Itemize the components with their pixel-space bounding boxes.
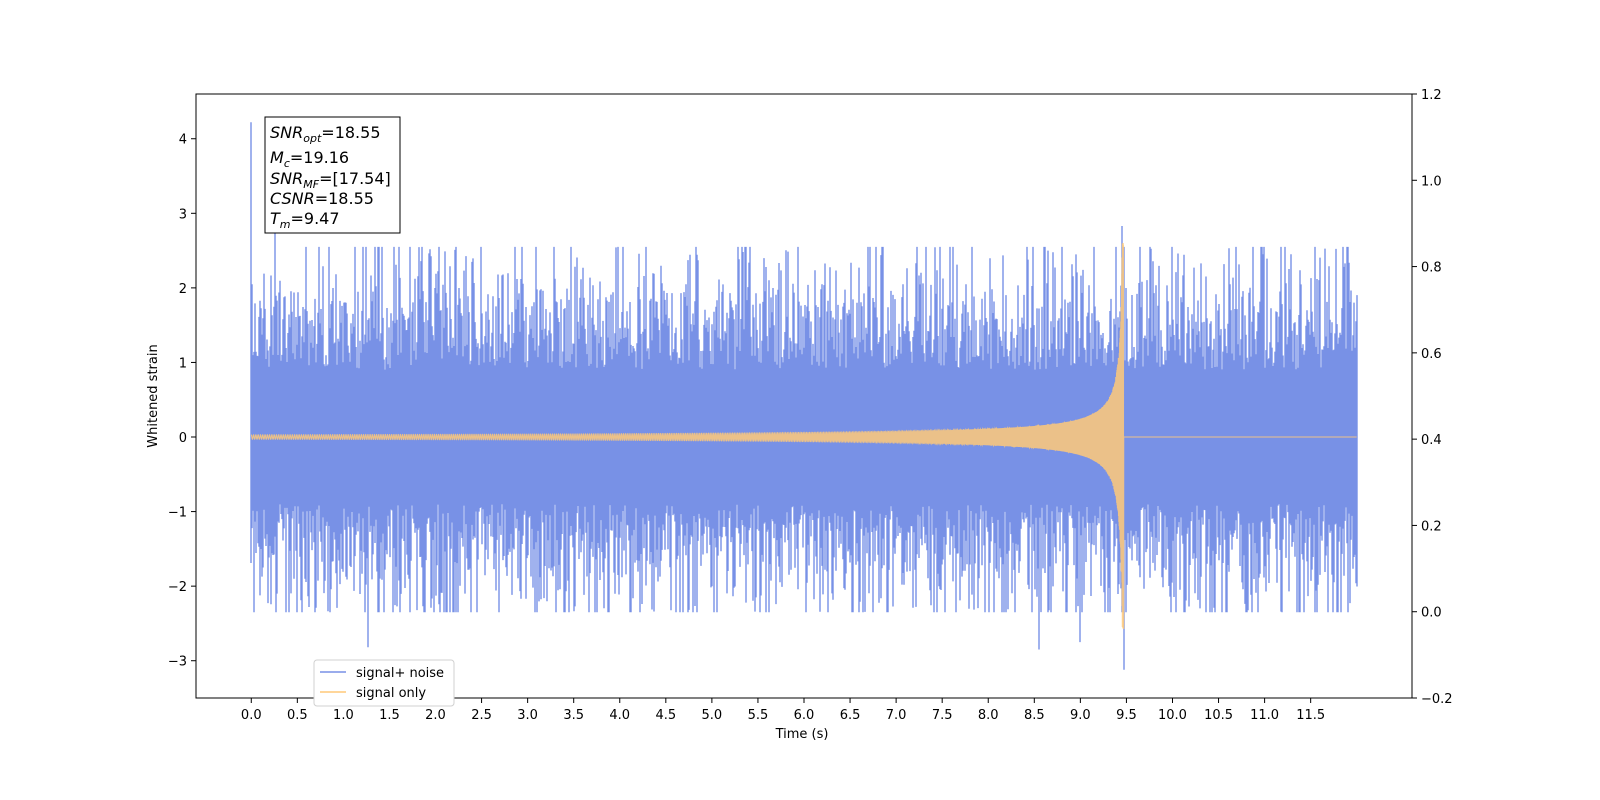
y-axis-label: Whitened strain <box>146 344 161 447</box>
annotation-line: SNRMF=[17.54] <box>270 169 391 191</box>
x-tick-label: 0.5 <box>287 708 308 723</box>
y-tick-label: −2 <box>168 580 187 595</box>
y2-tick-label: 1.0 <box>1421 174 1442 189</box>
x-axis: 0.0 0.5 1.0 1.5 2.0 2.5 3.0 3.5 4.0 4.5 5.0 5.5 6.0 6… <box>241 698 1325 723</box>
y2-tick-label: −0.2 <box>1421 692 1453 707</box>
legend-label-signal-noise: signal+ noise <box>356 666 444 681</box>
x-tick-label: 8.0 <box>978 708 999 723</box>
y2-tick-label: 0.0 <box>1421 606 1442 621</box>
x-tick-label: 8.5 <box>1024 708 1045 723</box>
x-tick-label: 1.5 <box>379 708 400 723</box>
y-tick-label: 3 <box>179 207 187 222</box>
signal-trace <box>250 243 1357 630</box>
x-tick-label: 3.5 <box>563 708 584 723</box>
x-tick-label: 4.0 <box>609 708 630 723</box>
x-tick-label: 11.5 <box>1296 708 1325 723</box>
annotation-line: Mc=19.16 <box>270 148 349 170</box>
x-axis-label: Time (s) <box>775 727 829 742</box>
y-axis-right: 1.2 1.0 0.8 0.6 0.4 0.2 0.0 −0.2 <box>1412 88 1453 707</box>
y-tick-label: 0 <box>179 431 187 446</box>
y-tick-label: 1 <box>179 356 187 371</box>
y2-tick-label: 0.2 <box>1421 519 1442 534</box>
series-signal-noise <box>250 122 1358 670</box>
x-tick-label: 4.5 <box>655 708 676 723</box>
annotation-box: SNRopt=18.55 Mc=19.16SNRMF=[17.54]CSNR=18… <box>264 116 401 234</box>
legend: signal+ noise signal only <box>313 659 455 707</box>
x-tick-label: 9.5 <box>1116 708 1137 723</box>
series-signal-only <box>250 243 1357 630</box>
x-tick-label: 7.0 <box>886 708 907 723</box>
y2-tick-label: 0.6 <box>1421 347 1442 362</box>
y-tick-label: 2 <box>179 282 187 297</box>
x-tick-label: 3.0 <box>517 708 538 723</box>
y-tick-label: 4 <box>179 133 187 148</box>
y2-tick-label: 0.4 <box>1421 433 1442 448</box>
legend-label-signal-only: signal only <box>356 686 426 701</box>
x-tick-label: 0.0 <box>241 708 262 723</box>
noise-trace <box>250 122 1358 670</box>
x-tick-label: 9.0 <box>1070 708 1091 723</box>
x-tick-label: 1.0 <box>333 708 354 723</box>
x-tick-label: 6.5 <box>840 708 861 723</box>
legend-frame <box>313 659 455 707</box>
annotation-line: Tm=9.47 <box>270 209 340 231</box>
x-tick-label: 10.5 <box>1204 708 1233 723</box>
y-tick-label: −3 <box>168 655 187 670</box>
x-tick-label: 6.0 <box>794 708 815 723</box>
x-tick-label: 2.5 <box>471 708 492 723</box>
x-tick-label: 2.0 <box>425 708 446 723</box>
y-axis-left: 4 3 2 1 0 −1 −2 −3 <box>168 133 196 670</box>
x-tick-label: 11.0 <box>1250 708 1279 723</box>
x-tick-label: 5.0 <box>702 708 723 723</box>
y2-tick-label: 1.2 <box>1421 88 1442 103</box>
x-tick-label: 7.5 <box>932 708 953 723</box>
y-tick-label: −1 <box>168 506 187 521</box>
x-tick-label: 10.0 <box>1158 708 1187 723</box>
y2-tick-label: 0.8 <box>1421 261 1442 276</box>
annotation-line: SNRopt=18.55 <box>270 123 381 145</box>
x-tick-label: 5.5 <box>748 708 769 723</box>
annotation-line: CSNR=18.55 <box>270 189 374 208</box>
